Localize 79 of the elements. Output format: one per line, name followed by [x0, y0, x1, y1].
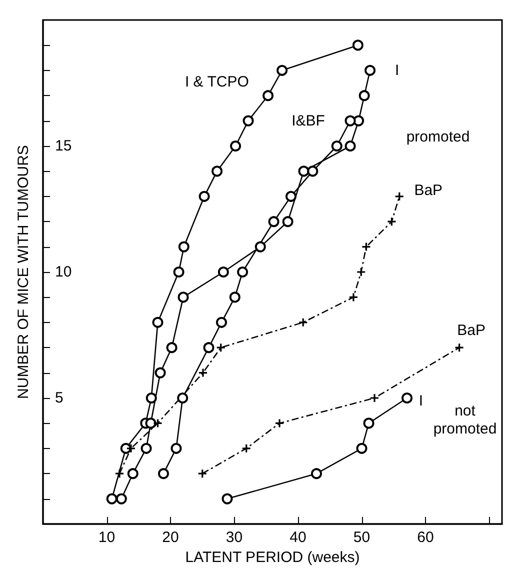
x-tick-label: 30 [226, 529, 243, 546]
point [230, 140, 242, 152]
point [282, 216, 294, 228]
point [154, 419, 162, 428]
point [455, 344, 464, 352]
series-label: I [418, 392, 424, 410]
point [203, 342, 214, 354]
point [370, 394, 378, 402]
point [173, 266, 184, 278]
point [285, 190, 296, 202]
point [352, 40, 364, 51]
x-tick-label: 20 [162, 529, 179, 546]
x-tick-label: 10 [98, 529, 116, 546]
annotation: not promoted [433, 402, 497, 438]
point [106, 493, 118, 504]
series-label: BaP [414, 182, 443, 199]
point [364, 64, 376, 76]
point [358, 90, 370, 102]
point [388, 218, 396, 226]
point [276, 419, 284, 428]
point [331, 140, 342, 152]
x-tick-label: 60 [417, 529, 434, 546]
point [127, 468, 138, 480]
point [218, 266, 229, 278]
point [199, 368, 208, 377]
point [402, 392, 413, 404]
point [198, 470, 206, 478]
point [344, 140, 356, 152]
annotation: promoted [406, 128, 470, 146]
point [216, 344, 225, 352]
point [237, 266, 248, 278]
series-label: I [394, 62, 400, 79]
point [198, 190, 210, 202]
point [178, 241, 190, 252]
y-tick-label: 10 [55, 264, 72, 280]
point [307, 166, 318, 177]
series-label: I&BF [292, 112, 325, 130]
point [216, 316, 227, 328]
point [242, 115, 254, 126]
point [154, 367, 166, 378]
point [126, 444, 135, 452]
point [276, 64, 288, 76]
point [268, 216, 280, 228]
point [178, 292, 189, 303]
y-tick-label: 5 [55, 390, 64, 406]
y-tick-label: 15 [55, 138, 72, 154]
point [357, 268, 366, 276]
point [177, 392, 188, 404]
y-axis-title: NUMBER OF MICE WITH TUMOURS [15, 145, 32, 399]
point [145, 418, 156, 429]
point [262, 90, 274, 102]
point [395, 192, 404, 200]
point [310, 468, 322, 480]
point [363, 418, 374, 429]
point [120, 442, 132, 454]
point [298, 166, 310, 177]
point [242, 444, 250, 452]
point [344, 115, 356, 126]
point [158, 468, 169, 480]
x-axis-title: LATENT PERIOD (weeks) [185, 548, 360, 566]
point [146, 392, 157, 404]
point [166, 342, 178, 354]
point [212, 166, 223, 177]
x-tick-label: 40 [290, 529, 306, 546]
x-tick-label: 50 [353, 529, 370, 546]
point [356, 442, 368, 454]
point [229, 292, 240, 303]
point [140, 442, 152, 454]
point [116, 470, 124, 478]
series-label: I & TCPO [184, 74, 249, 91]
point [299, 318, 308, 326]
point [170, 442, 182, 454]
point [362, 242, 370, 251]
point [349, 293, 358, 302]
series-label: BaP [457, 322, 486, 340]
point [222, 493, 233, 504]
point [152, 316, 164, 328]
point [254, 241, 266, 252]
point [116, 493, 127, 504]
